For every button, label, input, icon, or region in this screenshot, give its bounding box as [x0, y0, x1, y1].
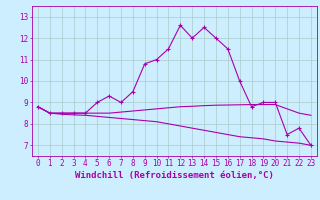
- X-axis label: Windchill (Refroidissement éolien,°C): Windchill (Refroidissement éolien,°C): [75, 171, 274, 180]
